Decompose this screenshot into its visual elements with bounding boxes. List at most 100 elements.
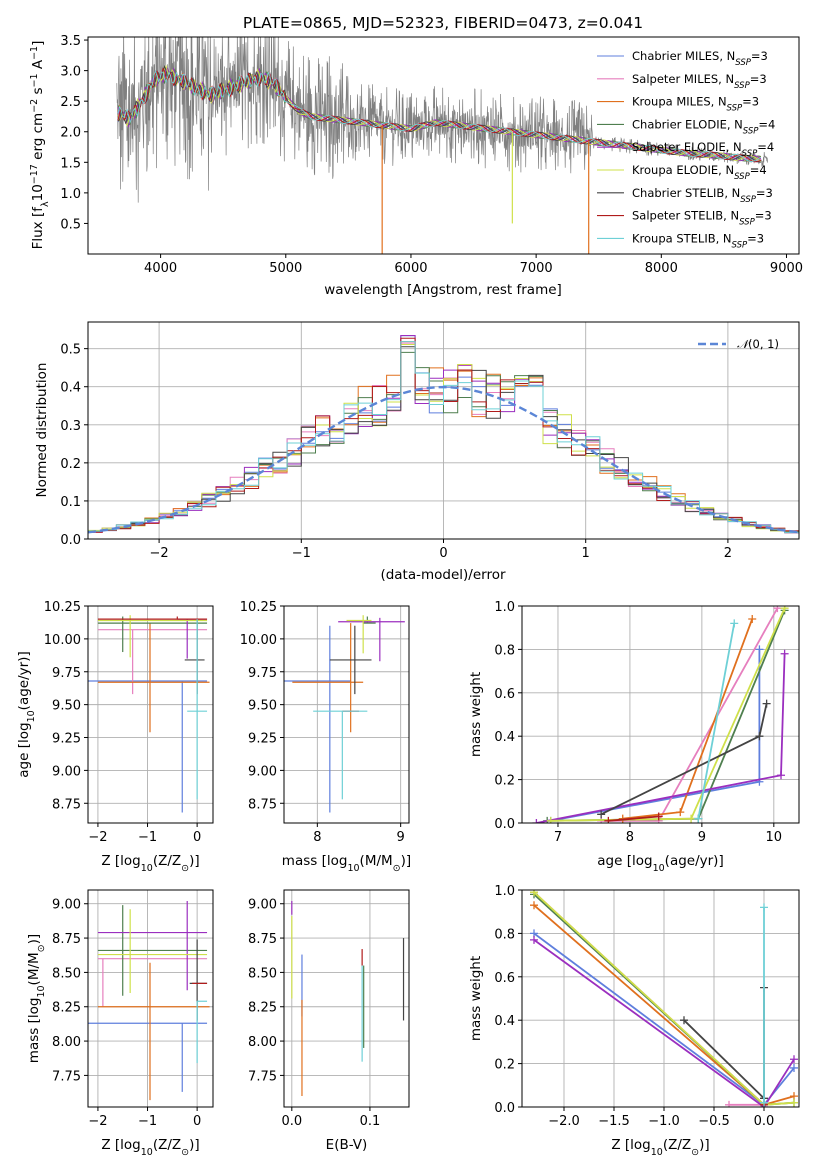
y-tick-label: 1.0 (60, 187, 81, 202)
x-axis-label: mass [log10(M/M⊙)] (282, 853, 411, 874)
legend-label: Kroupa STELIB, NSSP=3 (632, 231, 764, 250)
y-axis-label: mass weight (468, 956, 484, 1041)
y-tick-label: 0.4 (60, 381, 81, 396)
y-axis-label: mass weight (468, 672, 484, 757)
marker-salpeter-miles (773, 606, 782, 613)
legend-label: Chabrier MILES, NSSP=3 (632, 49, 768, 68)
y-tick-label: 7.75 (52, 1069, 81, 1084)
y-tick-label: 9.75 (248, 666, 277, 681)
x-tick-label: −1.5 (598, 1114, 630, 1129)
marker-chabrier-miles (755, 645, 764, 654)
y-tick-label: 7.75 (248, 1069, 277, 1084)
line-chabrier-stelib (600, 703, 768, 816)
age-vs-mass-frame: 8 9 8.75 9.00 9.25 9.50 9.75 10.00 10.25 (240, 600, 410, 845)
axes-frame (521, 889, 800, 1108)
x-tick-label: 10 (766, 830, 783, 845)
y-tick-label: 9.25 (248, 732, 277, 747)
residuals-plot-area (88, 335, 799, 534)
hist-kroupa-stelib (88, 341, 799, 534)
legend-label: Kroupa MILES, NSSP=3 (632, 95, 759, 114)
legend-label: Salpeter STELIB, NSSP=3 (632, 209, 772, 228)
x-tick-label: −2 (88, 1114, 107, 1129)
mass-vs-EBV-axes (284, 890, 409, 1107)
model-line-kroupa-stelib (117, 69, 762, 162)
hist-salpeter-elodie (88, 335, 799, 534)
marker-kroupa-stelib (694, 814, 703, 823)
x-tick-label: 0.0 (754, 1114, 775, 1129)
y-tick-label: 0.8 (494, 643, 515, 658)
legend-label: Salpeter MILES, NSSP=3 (632, 72, 767, 91)
marker-chabrier-stelib (755, 732, 764, 741)
x-tick-label: 0.0 (281, 1114, 302, 1129)
marker-salpeter-stelib (654, 812, 663, 821)
mass-vs-EBV-plot-area (291, 900, 405, 1097)
x-axis-label: Z [log10(Z/Z⊙)] (611, 1137, 709, 1158)
axes-frame (283, 889, 410, 1108)
y-tick-label: 9.00 (52, 898, 81, 913)
marker-kroupa-miles (530, 901, 538, 910)
mass-weight-vs-age-plot-area (532, 606, 789, 823)
y-tick-label: 8.00 (52, 1035, 81, 1050)
y-tick-label: 2.5 (60, 95, 81, 110)
y-tick-label: 9.50 (52, 699, 81, 714)
y-tick-label: 0.1 (60, 495, 81, 510)
legend-label: Salpeter ELODIE, NSSP=4 (632, 140, 774, 159)
x-tick-label: 2 (724, 546, 732, 561)
y-tick-label: 0.8 (494, 927, 515, 942)
mass-weight-vs-Z-plot-area (530, 890, 798, 1107)
mass-weight-vs-age-frame: 7 8 9 10 0.0 0.2 0.4 0.6 0.8 1.0 (494, 600, 800, 845)
x-tick-label: 1 (582, 546, 590, 561)
y-tick-label: 0.5 (60, 217, 81, 232)
mass-weight-vs-age-axes (522, 605, 799, 824)
x-tick-label: 8 (313, 830, 321, 845)
y-tick-label: 10.25 (44, 600, 81, 615)
marker-kroupa-elodie (687, 814, 696, 823)
x-axis-label: Z [log10(Z/Z⊙)] (101, 853, 199, 874)
axes-frame (283, 605, 410, 824)
spectrum-plot-area (116, 37, 768, 254)
y-tick-label: 9.00 (248, 898, 277, 913)
y-tick-label: 0.2 (60, 457, 81, 472)
x-tick-label: 9 (698, 830, 706, 845)
x-tick-label: 6000 (394, 261, 427, 276)
marker-kroupa-stelib (730, 619, 739, 628)
y-tick-label: 10.00 (240, 633, 277, 648)
axes-frame (87, 36, 800, 255)
y-axis-label: mass [log10(M/M⊙)] (26, 934, 47, 1063)
y-tick-label: 0.0 (60, 533, 81, 548)
y-tick-label: 9.75 (52, 666, 81, 681)
legend-label: Chabrier STELIB, NSSP=3 (632, 186, 773, 205)
x-tick-label: 0.1 (360, 1114, 381, 1129)
marker-chabrier-stelib (597, 810, 606, 819)
age-vs-mass-axes (284, 605, 409, 823)
line-chabrier-elodie (547, 609, 786, 822)
x-tick-label: −1.0 (648, 1114, 680, 1129)
marker-chabrier-stelib (680, 1016, 688, 1025)
line-kroupa-elodie (550, 607, 786, 822)
normal-curve (88, 385, 799, 534)
axes-frame (87, 605, 214, 824)
marker-kroupa-elodie (790, 1098, 798, 1107)
x-tick-label: 7000 (520, 261, 553, 276)
x-tick-label: 0 (439, 546, 447, 561)
y-tick-label: 2.0 (60, 126, 81, 141)
x-axis-label: age [log10(age/yr)] (597, 853, 723, 874)
mass-vs-Z-frame: −2 −1 0 7.75 8.00 8.25 8.50 8.75 9.00 (52, 889, 214, 1129)
age-vs-Z-frame: −2 −1 0 8.75 9.00 9.25 9.50 9.75 10.00 10.25 (44, 600, 214, 845)
marker-chabrier-miles (790, 1063, 798, 1072)
y-tick-label: 10.00 (44, 633, 81, 648)
y-tick-label: 0.5 (60, 343, 81, 358)
y-tick-label: 8.00 (248, 1035, 277, 1050)
x-tick-label: 0 (193, 830, 201, 845)
y-tick-label: 0.2 (494, 1058, 515, 1073)
y-tick-label: 1.0 (494, 884, 515, 899)
x-tick-label: −1 (138, 830, 157, 845)
mass-vs-Z-plot-area (88, 900, 210, 1101)
chart-title: PLATE=0865, MJD=52323, FIBERID=0473, z=0… (243, 14, 643, 32)
marker-salpeter-elodie (790, 1055, 798, 1064)
spectrum-frame: 4000 5000 6000 7000 8000 9000 0.5 1.0 1.5 2.0 2.5 3… (60, 34, 803, 276)
y-axis-label: Normed distribution (34, 363, 50, 498)
x-tick-label: −1 (292, 546, 311, 561)
marker-kroupa-elodie (780, 606, 789, 613)
